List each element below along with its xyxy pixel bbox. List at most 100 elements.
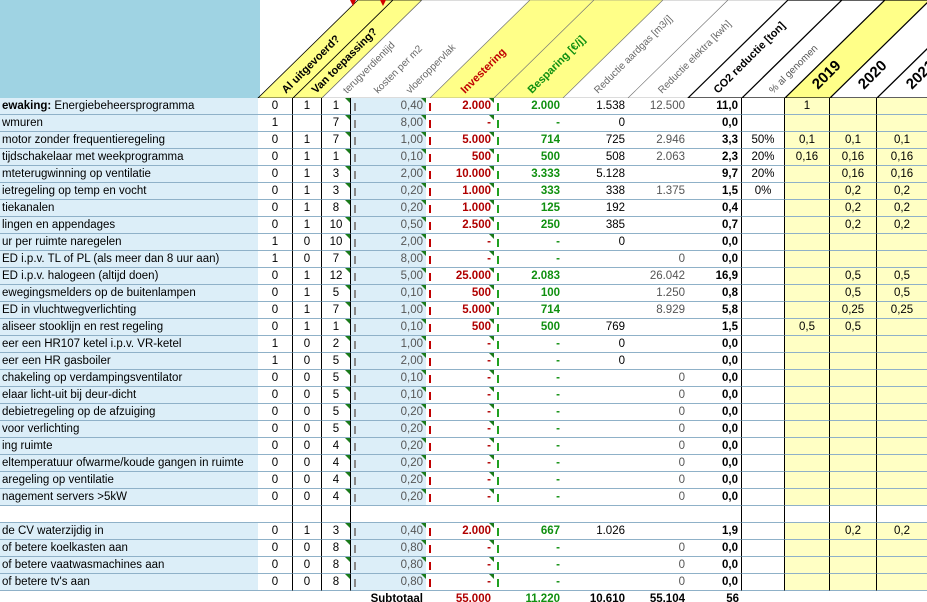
cell-bes[interactable]: 2.083: [494, 268, 563, 285]
cell-bes[interactable]: 714: [494, 302, 563, 319]
cell-co2[interactable]: 0,0: [688, 438, 742, 455]
cell-pct[interactable]: [742, 336, 785, 353]
cell-gas[interactable]: [563, 404, 628, 421]
cell-y0[interactable]: [785, 183, 830, 200]
cell-y2[interactable]: 0,5: [877, 268, 927, 285]
cell-bes[interactable]: 250: [494, 217, 563, 234]
cell-gas[interactable]: [563, 251, 628, 268]
cell-tv[interactable]: 3: [322, 523, 351, 540]
cell-t[interactable]: 0: [293, 387, 322, 404]
cell-inv[interactable]: 5.000: [426, 302, 494, 319]
cell-t[interactable]: 0: [293, 370, 322, 387]
cell-y0[interactable]: [785, 353, 830, 370]
cell-gas[interactable]: [563, 387, 628, 404]
cell-pct[interactable]: [742, 370, 785, 387]
cell-y0[interactable]: [785, 404, 830, 421]
cell-gas[interactable]: 508: [563, 149, 628, 166]
cell-tv[interactable]: 8: [322, 557, 351, 574]
cell-y1[interactable]: 0,2: [830, 523, 877, 540]
cell-inv[interactable]: 500: [426, 149, 494, 166]
cell-label[interactable]: nagement servers >5kW: [0, 489, 258, 506]
cell-y1[interactable]: 0,25: [830, 302, 877, 319]
cell-label[interactable]: de CV waterzijdig in: [0, 523, 258, 540]
cell-y0[interactable]: [785, 506, 830, 523]
subtotal-label[interactable]: Subtotaal: [300, 591, 426, 602]
cell-t[interactable]: 0: [293, 557, 322, 574]
cell-co2[interactable]: 0,0: [688, 353, 742, 370]
cell-inv[interactable]: -: [426, 557, 494, 574]
cell-label[interactable]: ing ruimte: [0, 438, 258, 455]
cell-bes[interactable]: 500: [494, 319, 563, 336]
cell-u[interactable]: 0: [258, 217, 293, 234]
cell-label[interactable]: ewaking: Energiebeheersprogramma: [0, 98, 258, 115]
cell-y2[interactable]: 0,5: [877, 285, 927, 302]
cell-inv[interactable]: 1.000: [426, 200, 494, 217]
cell-co2[interactable]: 0,0: [688, 557, 742, 574]
cell-inv[interactable]: 500: [426, 285, 494, 302]
cell-tv[interactable]: 8: [322, 200, 351, 217]
cell-co2[interactable]: 0,8: [688, 285, 742, 302]
cell-co2[interactable]: 0,0: [688, 489, 742, 506]
cell-y0[interactable]: [785, 523, 830, 540]
cell-label[interactable]: aregeling op ventilatie: [0, 472, 258, 489]
cell-co2[interactable]: 0,4: [688, 200, 742, 217]
cell-label[interactable]: eer een HR107 ketel i.p.v. VR-ketel: [0, 336, 258, 353]
cell-u[interactable]: 0: [258, 387, 293, 404]
cell-u[interactable]: 0: [258, 319, 293, 336]
cell-u[interactable]: 1: [258, 115, 293, 132]
cell-el[interactable]: [628, 115, 688, 132]
cell-label[interactable]: motor zonder frequentieregeling: [0, 132, 258, 149]
cell-pct[interactable]: [742, 557, 785, 574]
cell-label[interactable]: voor verlichting: [0, 421, 258, 438]
cell-bes[interactable]: -: [494, 404, 563, 421]
cell-label[interactable]: ietregeling op temp en vocht: [0, 183, 258, 200]
cell-co2[interactable]: 16,9: [688, 268, 742, 285]
cell-bes[interactable]: -: [494, 574, 563, 591]
cell-u[interactable]: 0: [258, 404, 293, 421]
cell-co2[interactable]: 0,7: [688, 217, 742, 234]
cell-u[interactable]: 0: [258, 455, 293, 472]
cell-pct[interactable]: [742, 523, 785, 540]
cell-pct[interactable]: [742, 540, 785, 557]
cell-u[interactable]: 0: [258, 166, 293, 183]
cell-k[interactable]: 0,10: [351, 149, 426, 166]
cell-gas[interactable]: 0: [563, 115, 628, 132]
cell-inv[interactable]: -: [426, 421, 494, 438]
cell-label[interactable]: tijdschakelaar met weekprogramma: [0, 149, 258, 166]
cell-y1[interactable]: [830, 336, 877, 353]
cell-y1[interactable]: 0,5: [830, 268, 877, 285]
cell-u[interactable]: 0: [258, 370, 293, 387]
cell-y0[interactable]: [785, 268, 830, 285]
cell-gas[interactable]: 5.128: [563, 166, 628, 183]
cell-k[interactable]: 2,00: [351, 353, 426, 370]
cell-u[interactable]: 0: [258, 540, 293, 557]
cell-y2[interactable]: [877, 540, 927, 557]
cell-gas[interactable]: 0: [563, 234, 628, 251]
cell-y2[interactable]: 0,16: [877, 149, 927, 166]
cell-label[interactable]: ED i.p.v. halogeen (altijd doen): [0, 268, 258, 285]
cell-inv[interactable]: 25.000: [426, 268, 494, 285]
cell-y2[interactable]: [877, 455, 927, 472]
cell-el[interactable]: 2.063: [628, 149, 688, 166]
cell-inv[interactable]: -: [426, 574, 494, 591]
cell-y0[interactable]: 0,16: [785, 149, 830, 166]
cell-pct[interactable]: [742, 438, 785, 455]
cell-u[interactable]: [258, 506, 293, 523]
cell-gas[interactable]: [563, 268, 628, 285]
cell-tv[interactable]: 5: [322, 387, 351, 404]
cell-label[interactable]: tiekanalen: [0, 200, 258, 217]
cell-inv[interactable]: -: [426, 353, 494, 370]
cell-el[interactable]: 0: [628, 438, 688, 455]
cell-inv[interactable]: -: [426, 115, 494, 132]
cell-y2[interactable]: [877, 98, 927, 115]
cell-y1[interactable]: 0,16: [830, 166, 877, 183]
cell-y0[interactable]: [785, 336, 830, 353]
cell-el[interactable]: [628, 353, 688, 370]
cell-u[interactable]: 0: [258, 421, 293, 438]
cell-y1[interactable]: [830, 234, 877, 251]
cell-tv[interactable]: [322, 506, 351, 523]
cell-y2[interactable]: 0,2: [877, 217, 927, 234]
subtotal-co2[interactable]: 56: [688, 591, 742, 602]
cell-y2[interactable]: [877, 234, 927, 251]
cell-y2[interactable]: [877, 319, 927, 336]
